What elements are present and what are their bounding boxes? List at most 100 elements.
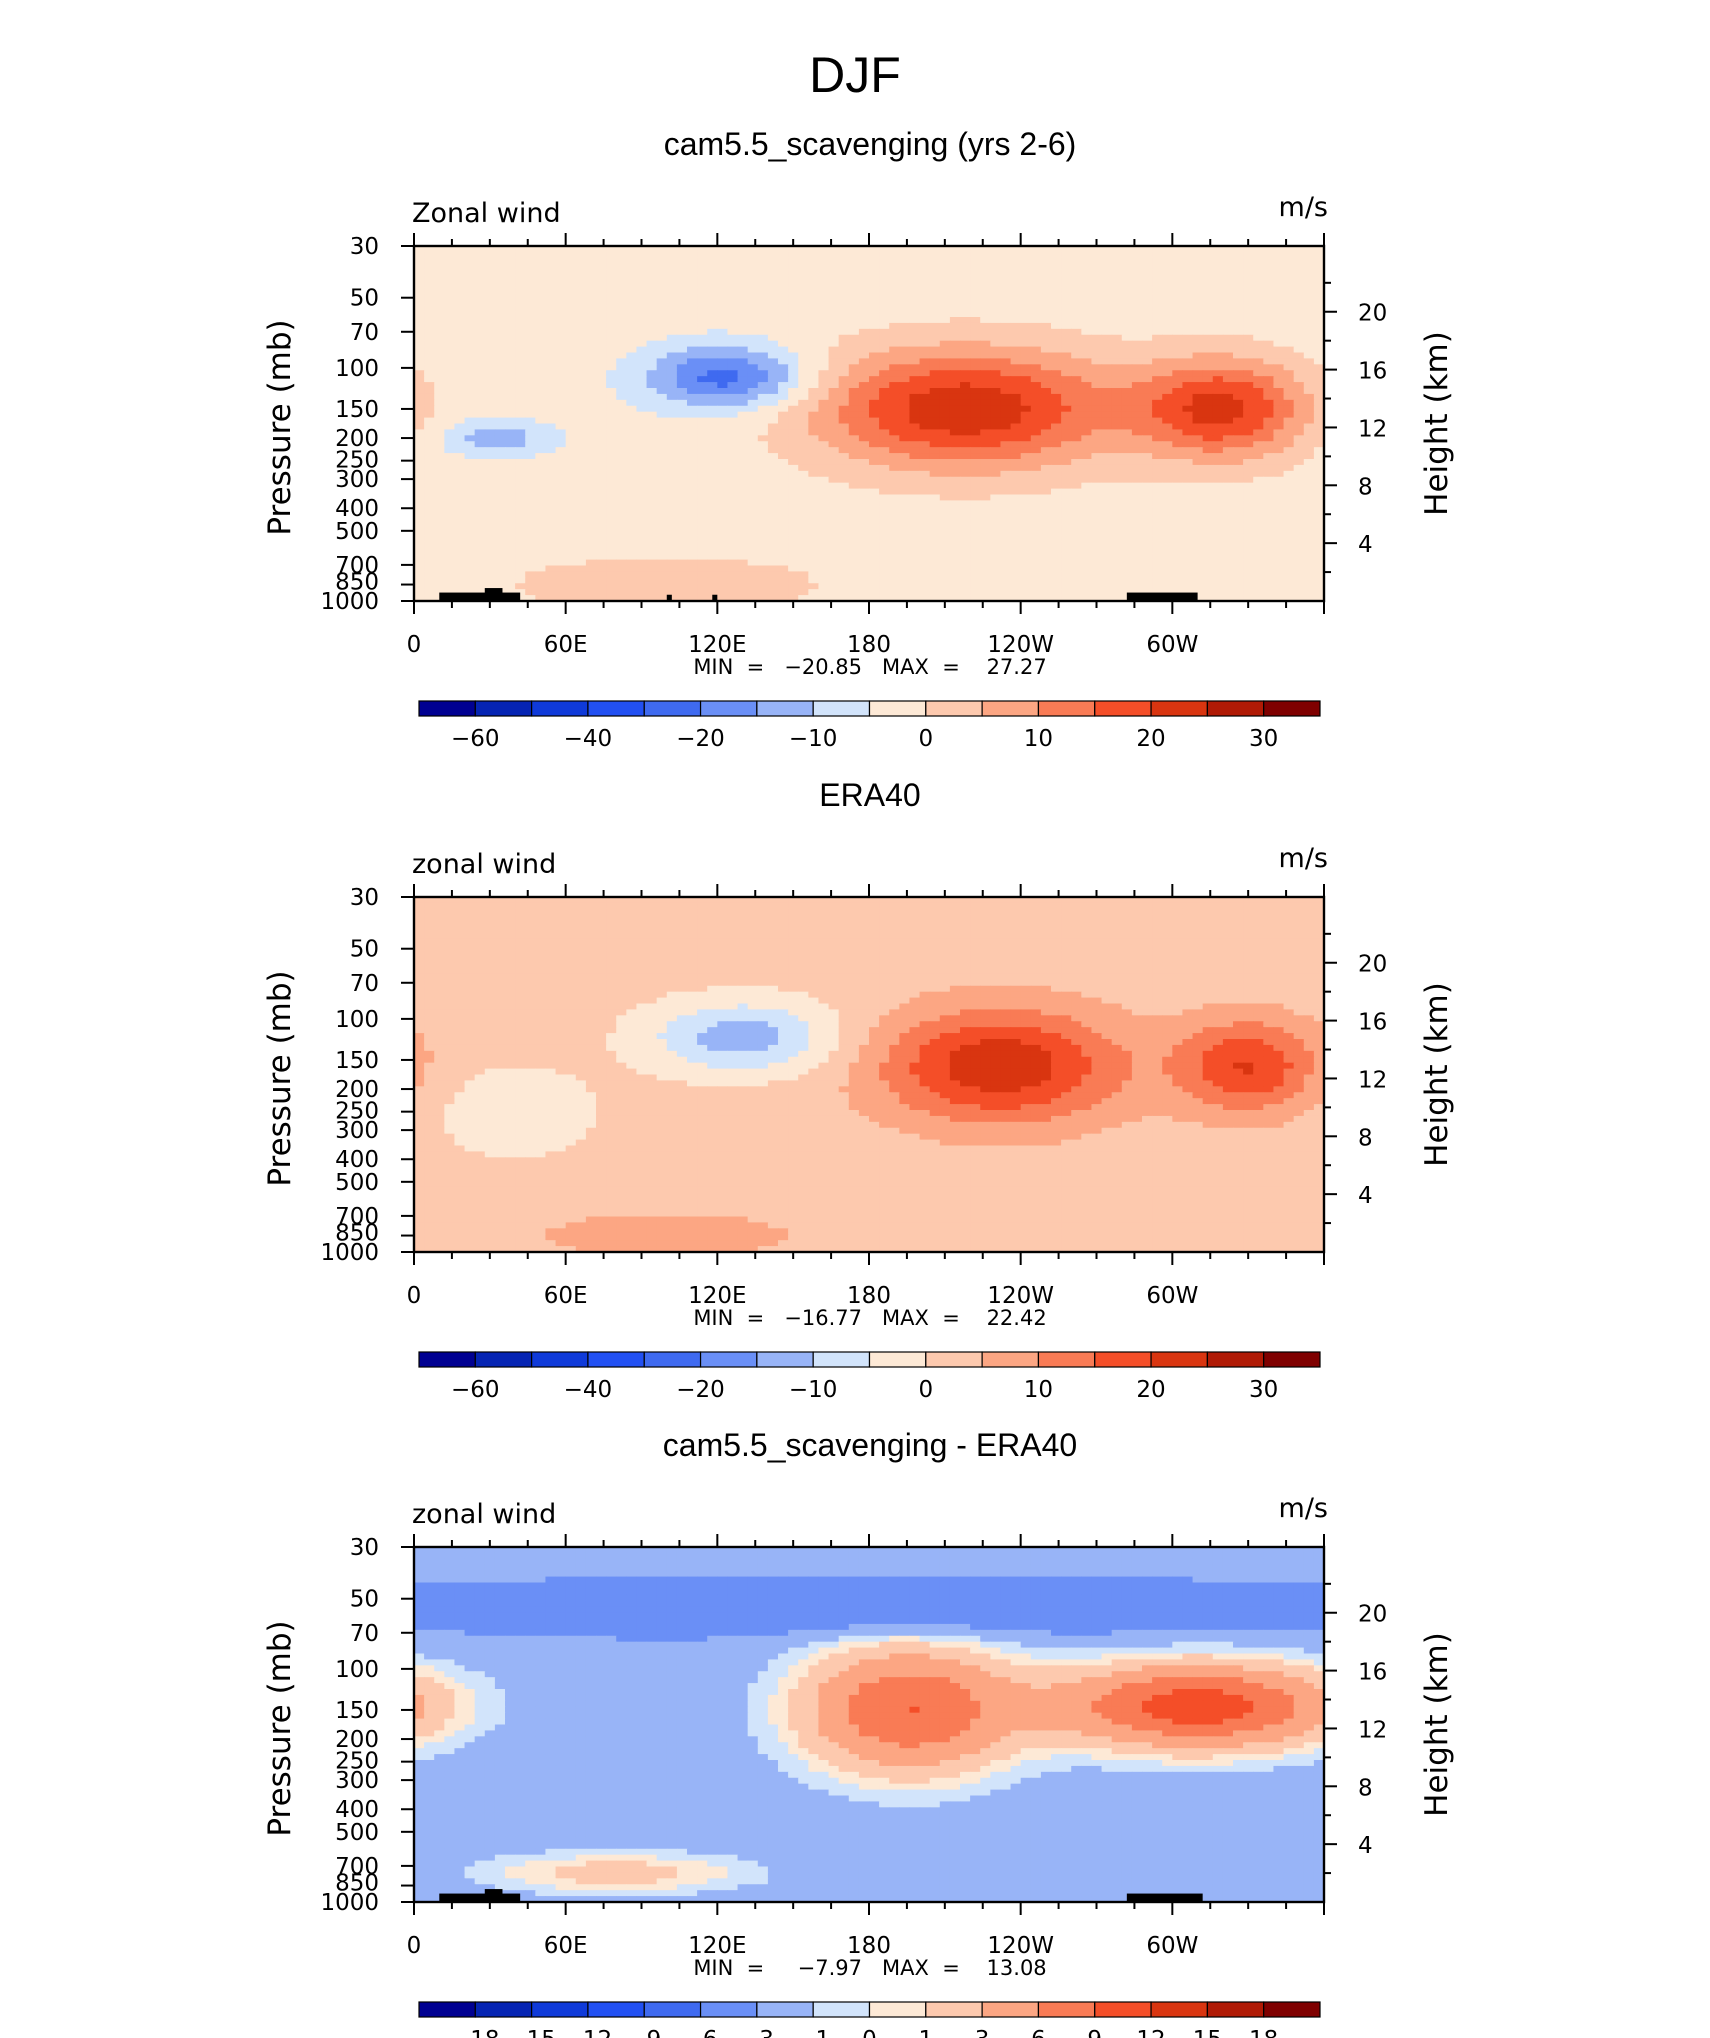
field-cell [646,287,658,294]
field-cell [505,494,516,502]
field-cell [1293,447,1305,454]
field-cell [1111,459,1123,466]
field-cell [727,317,739,324]
field-cell [848,352,860,360]
field-cell [788,435,799,442]
field-cell [464,524,476,531]
field-cell [848,281,860,289]
field-cell [1111,565,1123,573]
field-cell [656,281,668,289]
field-cell [424,411,435,419]
field-cell [767,293,779,300]
field-cell [565,311,577,318]
field-cell [838,317,850,324]
field-cell [464,423,476,431]
field-cell [1101,500,1113,507]
field-cell [545,482,557,490]
field-cell [697,287,708,294]
field-cell [778,435,789,442]
field-cell [848,251,860,259]
field-cell [424,547,435,555]
field-cell [848,459,860,466]
field-cell [606,364,617,371]
field-cell [707,364,718,371]
field-cell [1233,352,1244,360]
field-cell [929,488,941,496]
field-cell [525,340,536,348]
field-cell [1061,399,1072,407]
field-cell [1121,411,1133,419]
field-cell [515,370,526,377]
field-cell [778,405,789,413]
field-cell [515,322,526,330]
field-cell [1303,453,1315,460]
field-cell [1051,441,1062,448]
field-cell [1101,281,1113,289]
field-cell [727,553,739,561]
field-cell [1202,429,1214,436]
field-cell [1222,417,1234,425]
field-cell [747,275,759,283]
field-cell [1061,257,1072,265]
field-cell [454,435,466,442]
field-cell [1101,512,1113,519]
field-cell [1243,541,1254,549]
field-cell [767,382,779,389]
field-cell [1233,459,1244,466]
field-cell [1111,293,1123,300]
field-cell [585,565,597,573]
field-cell [1293,328,1305,336]
field-cell [687,441,698,448]
field-cell [515,447,526,454]
field-cell [767,370,779,377]
field-cell [414,464,425,472]
field-cell [949,518,961,525]
field-cell [939,388,951,395]
field-cell [1313,328,1325,336]
field-cell [1101,275,1113,283]
field-cell [1172,287,1184,294]
field-cell [616,435,627,442]
field-cell [515,512,526,519]
field-cell [929,311,941,318]
field-cell [838,311,850,318]
field-cell [1071,535,1082,543]
field-cell [1020,393,1032,401]
field-cell [707,429,718,436]
field-cell [990,317,1002,324]
field-cell [656,553,668,561]
field-cell [1243,447,1254,454]
field-cell [909,299,921,306]
field-cell [838,340,850,348]
field-cell [444,376,456,383]
field-cell [1293,257,1305,265]
field-cell [687,512,698,519]
field-cell [424,506,435,513]
field-cell [1283,530,1295,537]
field-cell [909,358,921,365]
field-cell [858,305,870,312]
field-cell [1283,464,1295,472]
field-cell [1263,423,1275,431]
field-cell [1283,346,1295,354]
field-cell [767,251,779,259]
field-cell [666,382,678,389]
field-cell [919,470,931,478]
field-cell [1091,358,1103,365]
field-cell [636,435,648,442]
field-cell [434,500,445,507]
field-cell [1202,299,1214,306]
field-cell [1283,281,1295,289]
field-cell [939,376,951,383]
field-cell [656,470,668,478]
field-cell [727,358,739,365]
field-cell [697,571,708,578]
field-cell [1192,322,1204,330]
field-cell [939,370,951,377]
field-cell [990,547,1002,555]
field-cell [606,257,617,265]
field-cell [828,388,840,395]
field-cell [454,512,466,519]
field-cell [697,317,708,324]
field-cell [555,547,567,555]
